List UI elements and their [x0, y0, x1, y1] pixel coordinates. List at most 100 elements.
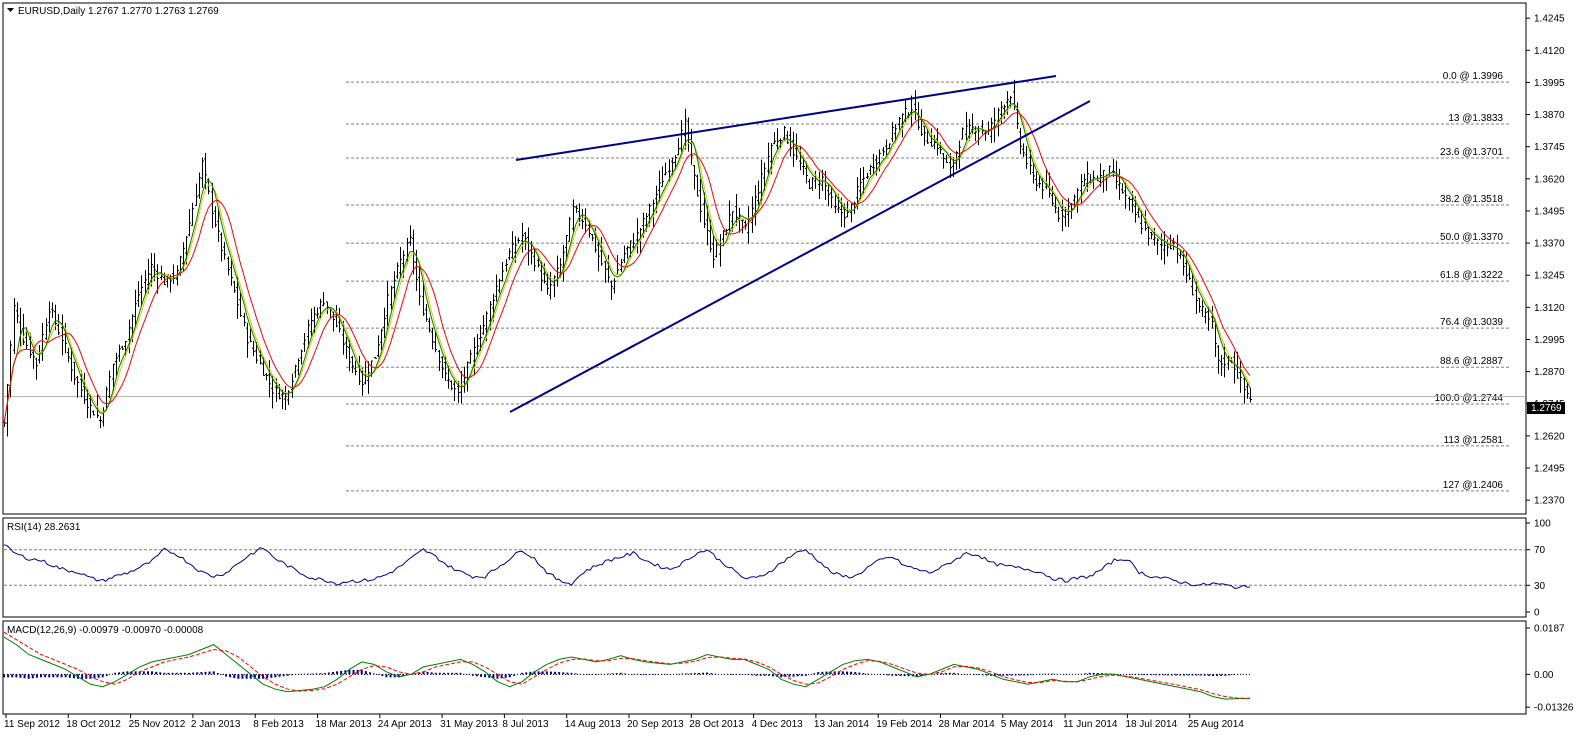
symbol-menu-icon[interactable]: [7, 8, 14, 12]
price-tick-label: 1.3120: [1534, 303, 1565, 314]
ohlc-bar: [1022, 143, 1025, 157]
ohlc-bar: [1249, 387, 1252, 403]
ohlc-bar: [818, 171, 821, 200]
ohlc-bar: [230, 259, 233, 286]
ohlc-bar: [872, 153, 875, 175]
ohlc-bar: [41, 322, 44, 361]
ohlc-bar: [294, 364, 297, 378]
ohlc-bar: [837, 194, 840, 214]
ohlc-bar: [1204, 308, 1207, 324]
ohlc-bar: [600, 236, 603, 266]
ohlc-bar: [613, 278, 616, 294]
ohlc-bar: [227, 256, 230, 276]
fib-level-label: 113 @1.2581: [1444, 435, 1504, 446]
ohlc-bar: [869, 164, 872, 176]
ohlc-bar: [757, 180, 760, 205]
ohlc-bar: [345, 337, 348, 359]
ohlc-bar: [1016, 102, 1019, 129]
ohlc-bar: [124, 340, 127, 356]
ohlc-bar: [153, 253, 156, 282]
ohlc-bar: [92, 410, 95, 416]
time-tick-label: 8 Feb 2013: [253, 719, 304, 730]
price-bars: [3, 79, 1252, 437]
ohlc-bar: [220, 232, 223, 262]
ohlc-bar: [450, 380, 453, 391]
ohlc-bar: [728, 200, 731, 232]
ohlc-bar: [495, 274, 498, 302]
ohlc-bar: [1239, 360, 1242, 393]
price-tick-label: 1.3745: [1534, 142, 1565, 153]
ohlc-bar: [1233, 351, 1236, 384]
ohlc-bar: [1220, 354, 1223, 376]
ohlc-bar: [207, 178, 210, 195]
ohlc-bar: [316, 307, 319, 319]
fib-level-label: 61.8 @1.3222: [1440, 270, 1503, 281]
ohlc-bar: [540, 260, 543, 292]
ohlc-bar: [792, 131, 795, 167]
ohlc-bar: [1035, 171, 1038, 192]
upper-trendline[interactable]: [515, 75, 1057, 161]
ohlc-bar: [888, 143, 891, 150]
ohlc-bar: [568, 216, 571, 242]
ohlc-bar: [239, 292, 242, 317]
ohlc-bar: [834, 194, 837, 214]
ohlc-bar: [565, 235, 568, 261]
fib-level-label: 23.6 @1.3701: [1440, 147, 1503, 158]
ohlc-bar: [626, 246, 629, 259]
ohlc-bar: [1032, 163, 1035, 184]
trendlines[interactable]: [509, 75, 1091, 413]
ohlc-bar: [418, 266, 421, 306]
ohlc-bar: [354, 360, 357, 376]
ohlc-bar: [549, 271, 552, 300]
price-tick-label: 1.4120: [1534, 46, 1565, 57]
rsi-tick-label: 0: [1534, 608, 1540, 619]
ohlc-bar: [438, 349, 441, 371]
ohlc-bar: [715, 239, 718, 258]
ohlc-bar: [610, 280, 613, 301]
ohlc-bar: [1150, 231, 1153, 240]
ohlc-bar: [140, 275, 143, 307]
price-tick-label: 1.3245: [1534, 271, 1565, 282]
ohlc-bar: [1009, 95, 1012, 109]
rsi-panel-frame: [2, 517, 1527, 618]
ohlc-bar: [287, 390, 290, 405]
ohlc-bar: [233, 280, 236, 293]
ohlc-bar: [843, 203, 846, 228]
price-tick-label: 1.2495: [1534, 464, 1565, 475]
time-tick-label: 11 Jun 2014: [1063, 719, 1118, 730]
ohlc-bar: [945, 154, 948, 163]
ohlc-bar: [291, 373, 294, 398]
ohlc-bar: [1128, 196, 1131, 211]
ohlc-bar: [425, 304, 428, 322]
ohlc-bar: [217, 209, 220, 242]
ohlc-bar: [1099, 163, 1102, 187]
price-tick-label: 1.3870: [1534, 110, 1565, 121]
ohlc-bar: [696, 174, 699, 197]
ohlc-bar: [1124, 181, 1127, 209]
time-tick-label: 18 Jul 2014: [1125, 719, 1177, 730]
ohlc-bar: [99, 416, 102, 429]
ohlc-bar: [866, 172, 869, 179]
ohlc-bar: [1038, 176, 1041, 189]
ohlc-bar: [434, 331, 437, 353]
ohlc-bar: [243, 312, 246, 327]
ohlc-bar: [89, 395, 92, 419]
ohlc-bar: [859, 168, 862, 200]
ohlc-bar: [546, 271, 549, 295]
ohlc-bar: [926, 129, 929, 144]
fib-level-label: 38.2 @1.3518: [1440, 194, 1503, 205]
ohlc-bar: [441, 356, 444, 379]
ohlc-bar: [86, 388, 89, 419]
ohlc-bar: [1246, 382, 1249, 399]
lower-trendline[interactable]: [509, 100, 1091, 413]
ohlc-bar: [763, 162, 766, 191]
price-tick-label: 1.3995: [1534, 78, 1565, 89]
macd-tick-label: 0.00: [1534, 670, 1554, 681]
ohlc-bar: [648, 203, 651, 227]
ma-slow-line: [3, 112, 1251, 424]
fib-level-label: 88.6 @1.2887: [1440, 356, 1503, 367]
ohlc-bar: [1223, 343, 1226, 378]
fib-level-label: 76.4 @1.3039: [1440, 317, 1503, 328]
